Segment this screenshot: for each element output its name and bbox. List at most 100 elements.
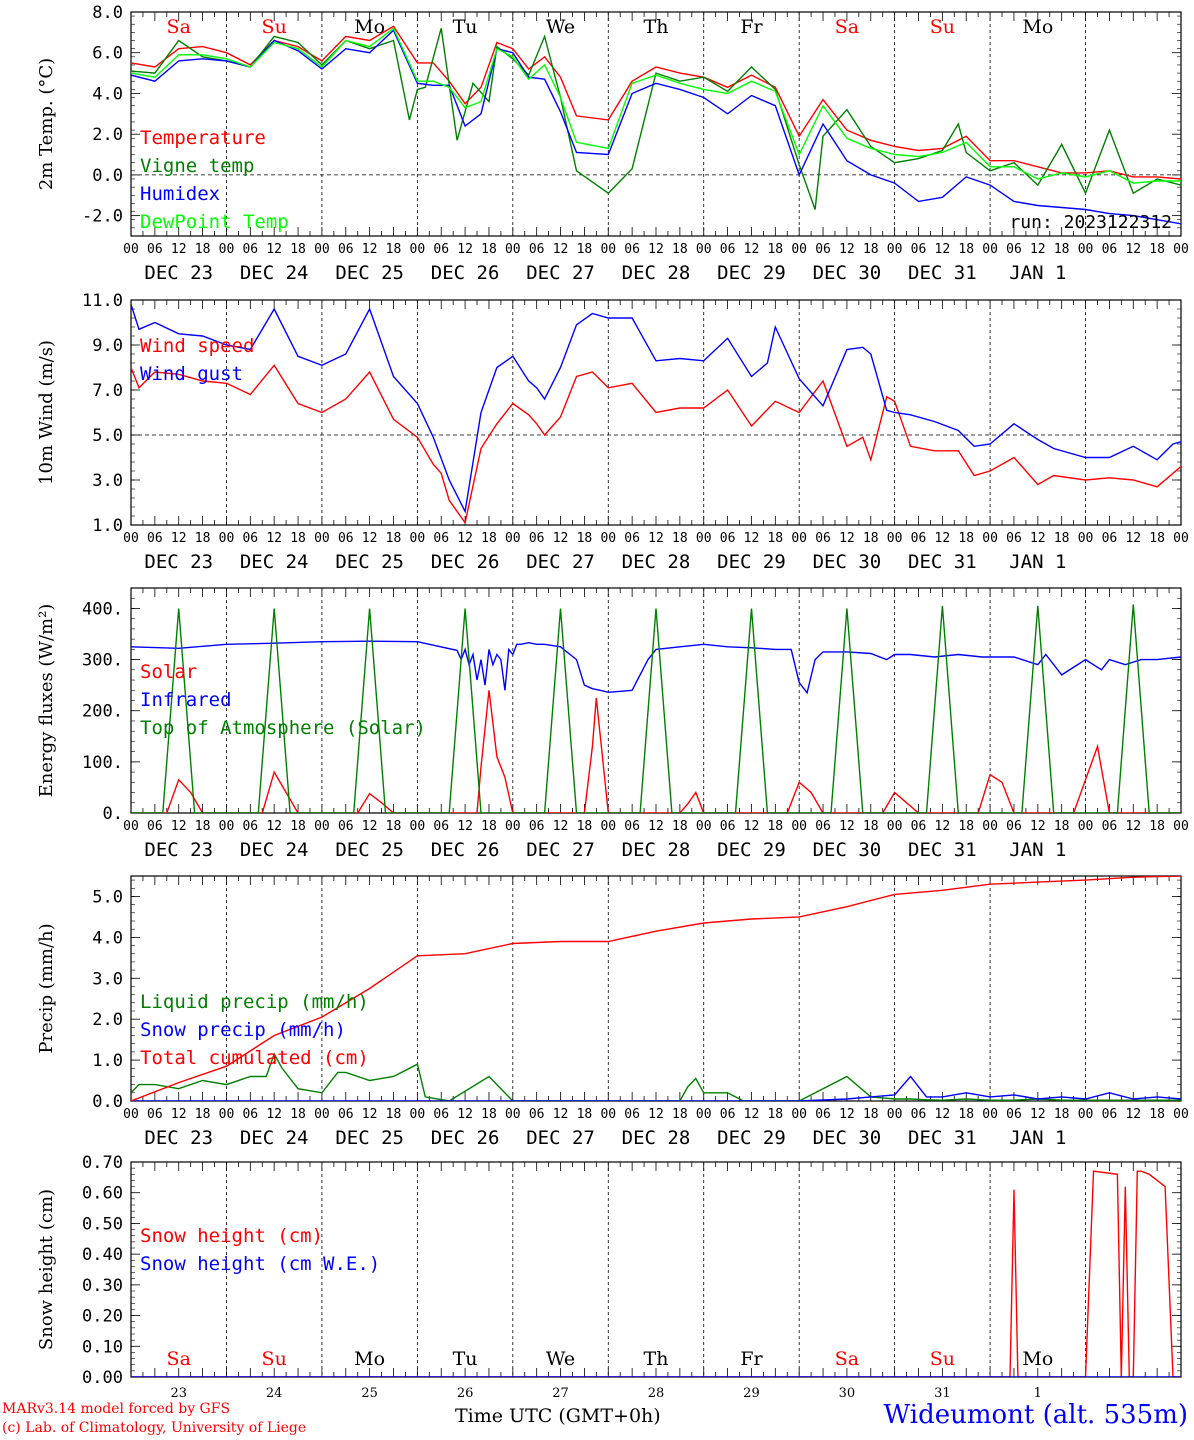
- legend-entry: Vigne temp: [140, 155, 254, 177]
- hour-tick-label: 12: [744, 242, 760, 257]
- hour-tick-label: 00: [791, 531, 807, 546]
- hour-tick-label: 06: [1102, 1107, 1118, 1122]
- date-label: DEC 30: [813, 551, 882, 573]
- y-tick-label: 1.0: [92, 1051, 123, 1071]
- date-label: DEC 31: [908, 839, 977, 861]
- day-name: Su: [262, 16, 287, 38]
- hour-tick-label: 18: [290, 242, 306, 257]
- hour-tick-label: 06: [720, 819, 736, 834]
- y-tick-label: 0.70: [82, 1153, 123, 1173]
- hour-tick-label: 06: [720, 242, 736, 257]
- y-tick-label: 0.30: [82, 1276, 123, 1296]
- hour-tick-label: 12: [648, 1107, 664, 1122]
- legend-entry: Liquid precip (mm/h): [140, 991, 369, 1013]
- y-tick-label: 1.0: [92, 516, 123, 536]
- hour-tick-label: 12: [935, 242, 951, 257]
- hour-tick-label: 12: [362, 531, 378, 546]
- y-tick-label: 0.: [103, 804, 123, 824]
- hour-tick-label: 18: [481, 531, 497, 546]
- hour-tick-label: 12: [839, 1107, 855, 1122]
- hour-tick-label: 06: [433, 1107, 449, 1122]
- date-label: JAN 1: [1009, 262, 1066, 284]
- hour-tick-label: 18: [290, 531, 306, 546]
- legend-entry: Snow height (cm): [140, 1225, 323, 1247]
- hour-tick-label: 06: [815, 242, 831, 257]
- day-number: 31: [934, 1386, 951, 1401]
- hour-tick-label: 06: [529, 531, 545, 546]
- hour-tick-label: 18: [195, 819, 211, 834]
- hour-tick-label: 00: [219, 242, 235, 257]
- hour-tick-label: 18: [863, 1107, 879, 1122]
- day-name: Sa: [835, 16, 859, 38]
- legend-entry: Snow precip (mm/h): [140, 1019, 346, 1041]
- hour-tick-label: 12: [457, 1107, 473, 1122]
- hour-tick-label: 12: [266, 531, 282, 546]
- date-label: DEC 23: [144, 1127, 213, 1149]
- hour-tick-label: 06: [624, 242, 640, 257]
- y-tick-label: 3.0: [92, 969, 123, 989]
- hour-tick-label: 00: [1173, 531, 1189, 546]
- hour-tick-label: 00: [314, 819, 330, 834]
- y-tick-label: 0.00: [82, 1368, 123, 1388]
- hour-tick-label: 00: [696, 531, 712, 546]
- hour-tick-label: 12: [1030, 531, 1046, 546]
- date-label: DEC 25: [335, 551, 404, 573]
- hour-tick-label: 00: [219, 819, 235, 834]
- hour-tick-label: 12: [744, 531, 760, 546]
- y-tick-label: 0.20: [82, 1307, 123, 1327]
- series-line-snow-height-cm-: [131, 1170, 1181, 1377]
- hour-tick-label: 12: [457, 242, 473, 257]
- hour-tick-label: 06: [911, 242, 927, 257]
- y-tick-label: 11.0: [82, 291, 123, 311]
- date-label: DEC 23: [144, 551, 213, 573]
- y-tick-label: 0.40: [82, 1245, 123, 1265]
- date-label: DEC 30: [813, 839, 882, 861]
- hour-tick-label: 06: [529, 819, 545, 834]
- date-label: DEC 30: [813, 262, 882, 284]
- hour-tick-label: 18: [577, 531, 593, 546]
- hour-tick-label: 00: [887, 242, 903, 257]
- hour-tick-label: 18: [958, 531, 974, 546]
- hour-tick-label: 12: [171, 242, 187, 257]
- panel-2: 11.0 9.0 7.0 5.0 3.0 1.0 10m Wind (m/s) Wind sp…: [36, 291, 1189, 573]
- y-tick-label: 9.0: [92, 336, 123, 356]
- hour-tick-label: 00: [600, 242, 616, 257]
- hour-tick-label: 00: [791, 819, 807, 834]
- day-number: 29: [743, 1386, 760, 1401]
- hour-tick-label: 06: [815, 531, 831, 546]
- date-label: DEC 24: [240, 551, 309, 573]
- hour-tick-label: 12: [1030, 242, 1046, 257]
- hour-tick-label: 18: [767, 531, 783, 546]
- hour-tick-label: 12: [744, 1107, 760, 1122]
- hour-tick-label: 06: [624, 1107, 640, 1122]
- legend-entry: Wind speed: [140, 335, 254, 357]
- series-line-total-cumulated-cm-: [131, 876, 1181, 1101]
- y-tick-label: 0.0: [92, 166, 123, 186]
- hour-tick-label: 06: [433, 242, 449, 257]
- hour-tick-label: 06: [911, 1107, 927, 1122]
- hour-tick-label: 06: [338, 242, 354, 257]
- hour-tick-label: 00: [1078, 819, 1094, 834]
- date-label: DEC 30: [813, 1127, 882, 1149]
- hour-tick-label: 12: [839, 819, 855, 834]
- hour-tick-label: 18: [672, 242, 688, 257]
- date-label: DEC 23: [144, 262, 213, 284]
- hour-tick-label: 12: [553, 1107, 569, 1122]
- date-label: DEC 28: [622, 1127, 691, 1149]
- hour-tick-label: 18: [1149, 242, 1165, 257]
- date-label: JAN 1: [1009, 1127, 1066, 1149]
- hour-tick-label: 00: [982, 1107, 998, 1122]
- date-label: DEC 28: [622, 839, 691, 861]
- date-label: DEC 24: [240, 839, 309, 861]
- series-line-vigne-temp: [131, 28, 1181, 210]
- hour-tick-label: 12: [171, 531, 187, 546]
- date-label: DEC 25: [335, 1127, 404, 1149]
- series-line-dewpoint-temp: [131, 27, 1181, 184]
- hour-tick-label: 00: [791, 1107, 807, 1122]
- y-axis-label: 2m Temp. (°C): [36, 58, 57, 190]
- hour-tick-label: 18: [1054, 242, 1070, 257]
- hour-tick-label: 00: [1078, 531, 1094, 546]
- hour-tick-label: 18: [1149, 531, 1165, 546]
- hour-tick-label: 12: [935, 531, 951, 546]
